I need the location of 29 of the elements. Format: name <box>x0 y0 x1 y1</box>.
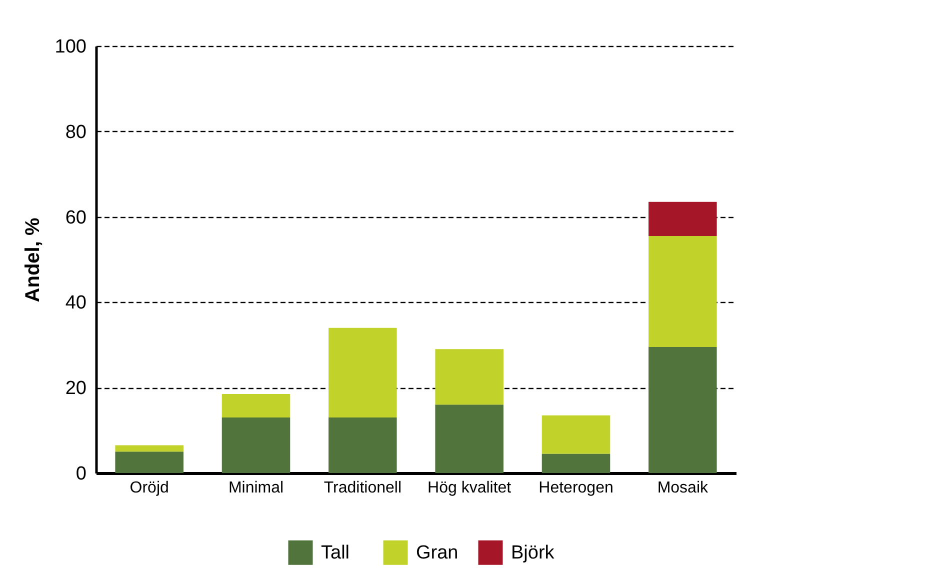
bar <box>648 202 717 236</box>
bar <box>222 394 290 418</box>
bar <box>328 328 397 418</box>
bar <box>542 454 610 473</box>
x-tick-label: Hög kvalitet <box>428 480 512 496</box>
legend-label: Tall <box>321 542 350 564</box>
x-tick-label: Traditionell <box>324 480 402 496</box>
x-tick-label: Oröjd <box>130 480 169 496</box>
x-tick-label: Mosaik <box>657 480 710 496</box>
y-tick-label: 100 <box>54 36 86 58</box>
bar <box>328 417 397 473</box>
x-tick-label: Heterogen <box>538 480 614 496</box>
y-tick-label: 60 <box>65 207 86 228</box>
bar <box>435 404 504 473</box>
bar <box>222 417 290 473</box>
bar <box>648 236 717 348</box>
y-tick-label: 40 <box>65 292 86 314</box>
bar <box>435 349 504 405</box>
y-tick-label: 0 <box>76 464 86 484</box>
bar <box>115 445 184 452</box>
legend-label: Gran <box>416 542 458 564</box>
bar <box>115 452 184 473</box>
legend-label: Björk <box>511 542 555 564</box>
y-tick-label: 20 <box>65 378 86 400</box>
y-tick-label: 80 <box>65 122 86 143</box>
bar <box>542 415 610 454</box>
x-tick-label: Minimal <box>228 480 284 496</box>
y-axis-title: Andel, % <box>22 218 44 302</box>
bar <box>648 347 717 473</box>
